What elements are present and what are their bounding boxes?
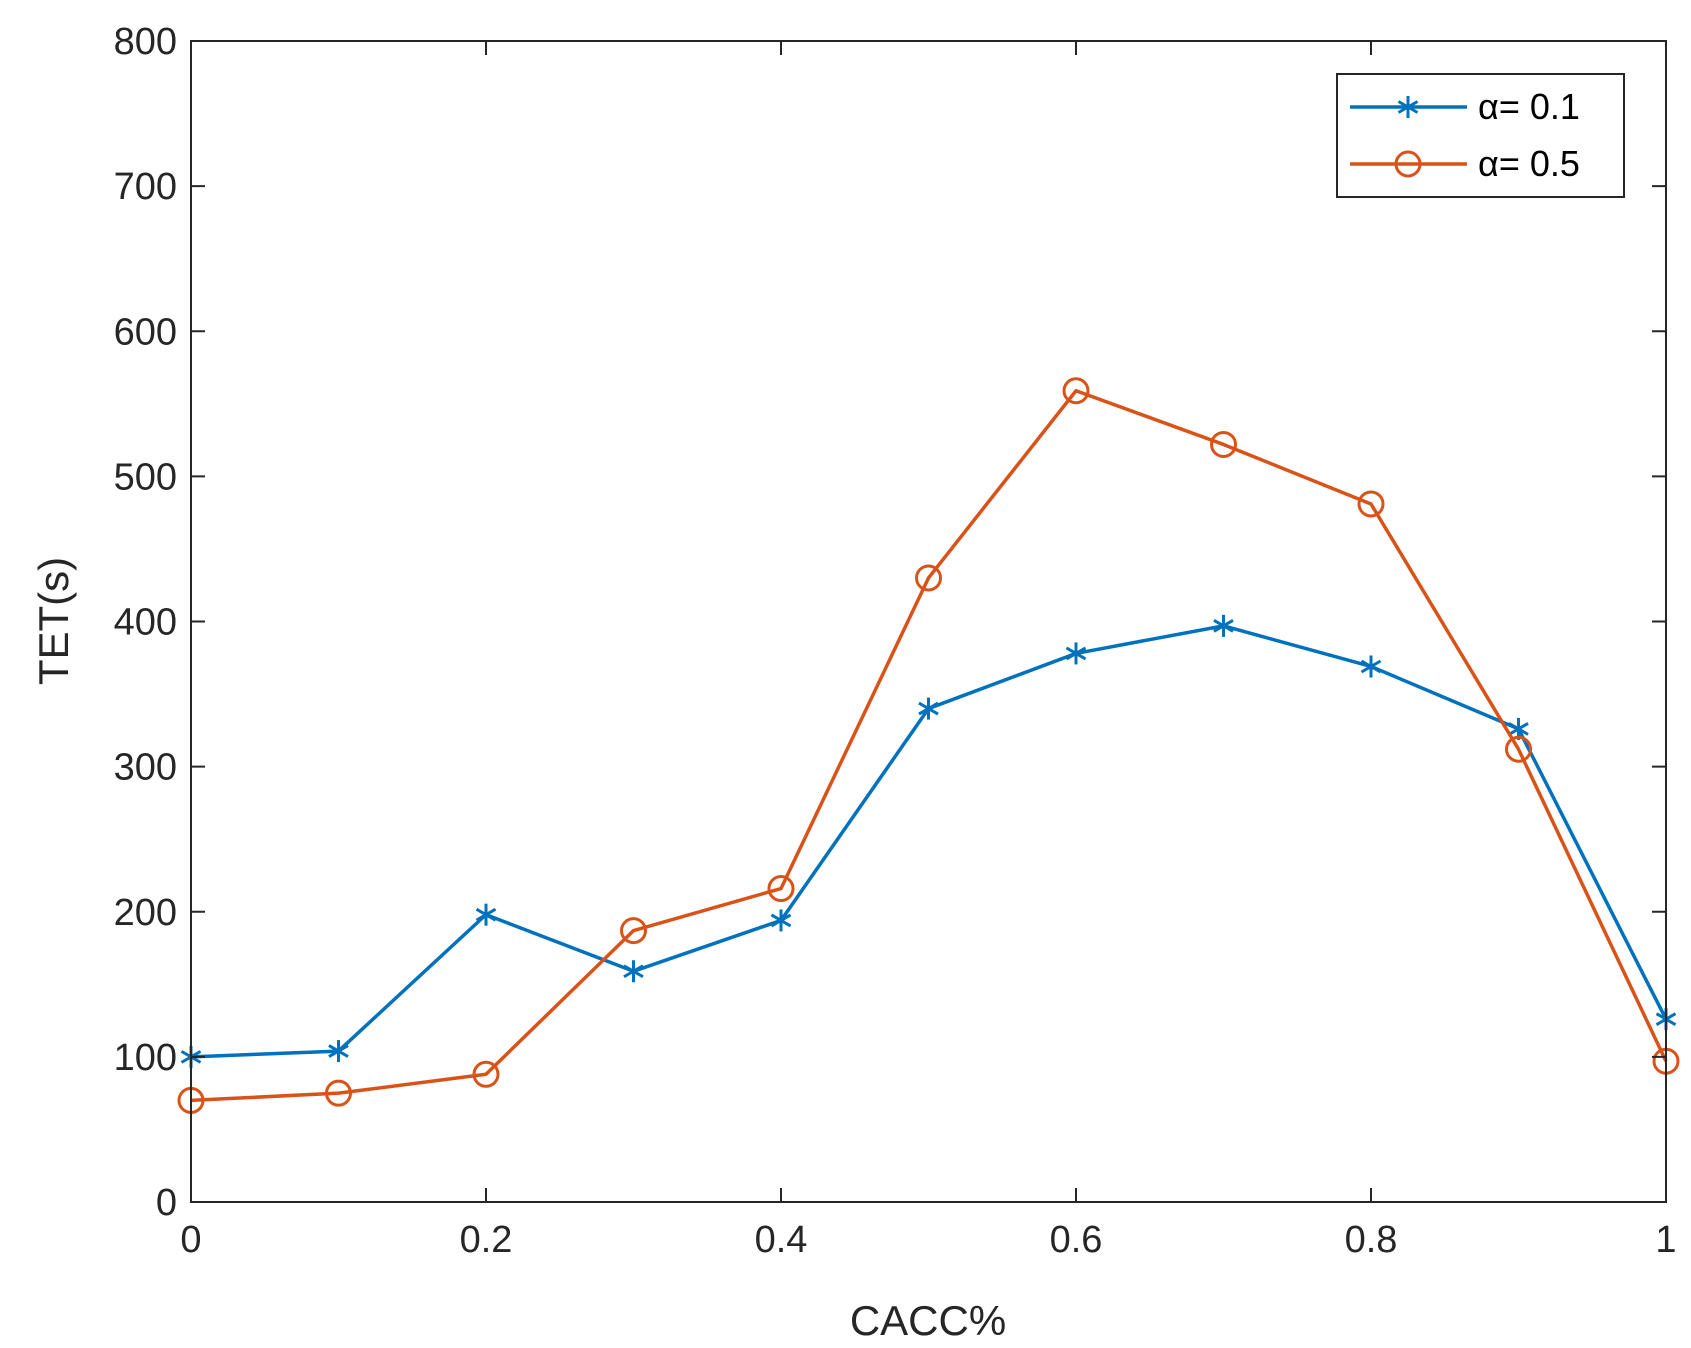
legend: α= 0.1 α= 0.5 — [1336, 73, 1625, 198]
data-point — [1360, 655, 1382, 678]
y-tick-label: 300 — [114, 747, 177, 789]
asterisk-stroke — [1360, 659, 1382, 674]
x-tick-label: 0.4 — [755, 1219, 808, 1261]
asterisk-stroke — [1508, 722, 1529, 736]
data-point — [1210, 430, 1237, 458]
y-tick-label: 700 — [114, 166, 177, 208]
x-tick-label: 0.6 — [1050, 1219, 1103, 1261]
legend-label: α= 0.5 — [1478, 143, 1580, 184]
data-point — [620, 917, 647, 945]
asterisk-stroke — [1397, 100, 1419, 114]
y-tick-label: 600 — [114, 311, 177, 353]
x-axis-label: CACC% — [850, 1297, 1006, 1344]
x-tick-label: 0 — [180, 1219, 201, 1261]
series-1 — [180, 614, 1677, 1068]
legend-box — [1336, 73, 1625, 198]
legend-entry-1: α= 0.1 — [1350, 86, 1580, 127]
y-tick-label: 0 — [156, 1182, 177, 1224]
asterisk-stroke — [1065, 646, 1087, 661]
data-point — [475, 903, 497, 926]
y-tick-label: 100 — [114, 1037, 177, 1079]
asterisk-stroke — [770, 913, 792, 928]
data-point — [1213, 614, 1234, 637]
data-point — [1065, 642, 1087, 665]
asterisk-stroke — [328, 1044, 349, 1058]
data-point — [328, 1040, 349, 1063]
x-tick-label: 1 — [1655, 1219, 1676, 1261]
y-tick-label: 200 — [114, 892, 177, 934]
asterisk-stroke — [1213, 619, 1234, 633]
legend-label: α= 0.1 — [1478, 86, 1580, 127]
series-line — [190, 389, 1668, 1103]
axes-layer: 0 0.2 0.4 0.6 0.8 1 0 100 200 300 400 500 600 700 800 — [114, 21, 1677, 1261]
legend-marker — [1394, 150, 1422, 178]
y-tick-label: 400 — [114, 602, 177, 644]
data-point — [1505, 735, 1532, 763]
y-axis-label: TET(s) — [30, 557, 77, 685]
data-point — [1357, 490, 1385, 518]
asterisk-stroke — [623, 964, 644, 979]
x-tick-label: 0.8 — [1345, 1219, 1398, 1261]
asterisk-stroke — [475, 907, 497, 922]
data-point — [1062, 377, 1090, 405]
y-tick-label: 800 — [114, 21, 177, 63]
data-point — [767, 875, 795, 903]
y-tick-label: 500 — [114, 456, 177, 498]
data-point — [770, 909, 792, 932]
plot-area — [191, 41, 1666, 1202]
legend-entry-2: α= 0.5 — [1350, 143, 1580, 184]
data-point — [623, 960, 644, 983]
data-point — [472, 1060, 500, 1088]
data-point — [325, 1079, 352, 1107]
x-tick-label: 0.2 — [460, 1219, 513, 1261]
asterisk-stroke — [918, 701, 939, 716]
legend-marker — [1397, 96, 1419, 118]
data-point — [918, 697, 939, 720]
data-point — [915, 564, 942, 592]
